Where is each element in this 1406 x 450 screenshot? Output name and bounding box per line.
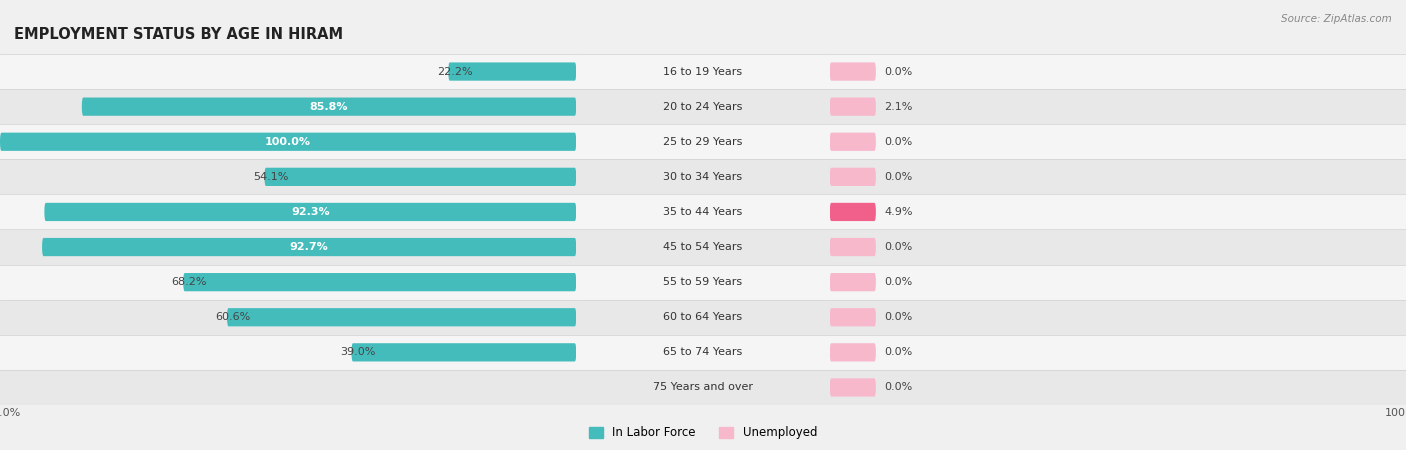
Bar bbox=[0, 159, 576, 194]
FancyBboxPatch shape bbox=[82, 98, 576, 116]
Bar bbox=[830, 194, 1406, 230]
FancyBboxPatch shape bbox=[0, 133, 576, 151]
Bar bbox=[830, 265, 1406, 300]
Bar bbox=[0, 370, 576, 405]
Bar bbox=[830, 54, 1406, 89]
Text: 55 to 59 Years: 55 to 59 Years bbox=[664, 277, 742, 287]
Text: 100.0%: 100.0% bbox=[266, 137, 311, 147]
Text: 92.3%: 92.3% bbox=[291, 207, 329, 217]
FancyBboxPatch shape bbox=[830, 238, 876, 256]
Text: 0.0%: 0.0% bbox=[884, 277, 912, 287]
Bar bbox=[0, 300, 576, 335]
FancyBboxPatch shape bbox=[45, 203, 576, 221]
FancyBboxPatch shape bbox=[183, 273, 576, 291]
Bar bbox=[0, 335, 576, 370]
Bar bbox=[830, 124, 1406, 159]
FancyBboxPatch shape bbox=[264, 168, 576, 186]
Text: 0.0%: 0.0% bbox=[884, 67, 912, 76]
Text: 25 to 29 Years: 25 to 29 Years bbox=[664, 137, 742, 147]
Bar bbox=[576, 300, 830, 335]
Bar bbox=[0, 54, 576, 89]
Bar bbox=[0, 230, 576, 265]
Text: 0.0%: 0.0% bbox=[884, 242, 912, 252]
Text: 68.2%: 68.2% bbox=[172, 277, 207, 287]
Text: 85.8%: 85.8% bbox=[309, 102, 349, 112]
Bar bbox=[830, 370, 1406, 405]
Text: 22.2%: 22.2% bbox=[437, 67, 472, 76]
Bar bbox=[576, 335, 830, 370]
Bar bbox=[0, 194, 576, 230]
FancyBboxPatch shape bbox=[830, 203, 876, 221]
Legend: In Labor Force, Unemployed: In Labor Force, Unemployed bbox=[583, 422, 823, 444]
Bar bbox=[0, 89, 576, 124]
Text: 2.1%: 2.1% bbox=[884, 102, 912, 112]
FancyBboxPatch shape bbox=[449, 63, 576, 81]
Text: 0.0%: 0.0% bbox=[884, 137, 912, 147]
Text: 65 to 74 Years: 65 to 74 Years bbox=[664, 347, 742, 357]
Bar bbox=[830, 159, 1406, 194]
Bar bbox=[0, 124, 576, 159]
FancyBboxPatch shape bbox=[42, 238, 576, 256]
Text: 0.0%: 0.0% bbox=[884, 172, 912, 182]
FancyBboxPatch shape bbox=[830, 63, 876, 81]
FancyBboxPatch shape bbox=[830, 98, 876, 116]
Text: 39.0%: 39.0% bbox=[340, 347, 375, 357]
Text: 45 to 54 Years: 45 to 54 Years bbox=[664, 242, 742, 252]
Text: 30 to 34 Years: 30 to 34 Years bbox=[664, 172, 742, 182]
FancyBboxPatch shape bbox=[830, 308, 876, 326]
FancyBboxPatch shape bbox=[226, 308, 576, 326]
Bar bbox=[576, 54, 830, 89]
Bar bbox=[830, 300, 1406, 335]
Bar bbox=[576, 124, 830, 159]
Bar bbox=[0, 265, 576, 300]
Bar bbox=[830, 89, 1406, 124]
Text: 0.0%: 0.0% bbox=[884, 382, 912, 392]
Text: 60.6%: 60.6% bbox=[215, 312, 250, 322]
Text: 75 Years and over: 75 Years and over bbox=[652, 382, 754, 392]
Text: EMPLOYMENT STATUS BY AGE IN HIRAM: EMPLOYMENT STATUS BY AGE IN HIRAM bbox=[14, 27, 343, 42]
Text: 16 to 19 Years: 16 to 19 Years bbox=[664, 67, 742, 76]
Bar bbox=[830, 230, 1406, 265]
Bar bbox=[576, 230, 830, 265]
Text: 20 to 24 Years: 20 to 24 Years bbox=[664, 102, 742, 112]
Bar bbox=[830, 335, 1406, 370]
Text: 92.7%: 92.7% bbox=[290, 242, 329, 252]
Bar bbox=[576, 370, 830, 405]
FancyBboxPatch shape bbox=[352, 343, 576, 361]
Bar bbox=[576, 89, 830, 124]
FancyBboxPatch shape bbox=[830, 133, 876, 151]
FancyBboxPatch shape bbox=[830, 273, 876, 291]
Text: 35 to 44 Years: 35 to 44 Years bbox=[664, 207, 742, 217]
Bar bbox=[576, 194, 830, 230]
Text: 0.0%: 0.0% bbox=[884, 312, 912, 322]
Text: 54.1%: 54.1% bbox=[253, 172, 288, 182]
Text: 4.9%: 4.9% bbox=[884, 207, 912, 217]
Text: Source: ZipAtlas.com: Source: ZipAtlas.com bbox=[1281, 14, 1392, 23]
FancyBboxPatch shape bbox=[830, 343, 876, 361]
Bar bbox=[576, 265, 830, 300]
FancyBboxPatch shape bbox=[830, 378, 876, 396]
Text: 60 to 64 Years: 60 to 64 Years bbox=[664, 312, 742, 322]
FancyBboxPatch shape bbox=[830, 168, 876, 186]
Text: 0.0%: 0.0% bbox=[884, 347, 912, 357]
Bar bbox=[576, 159, 830, 194]
